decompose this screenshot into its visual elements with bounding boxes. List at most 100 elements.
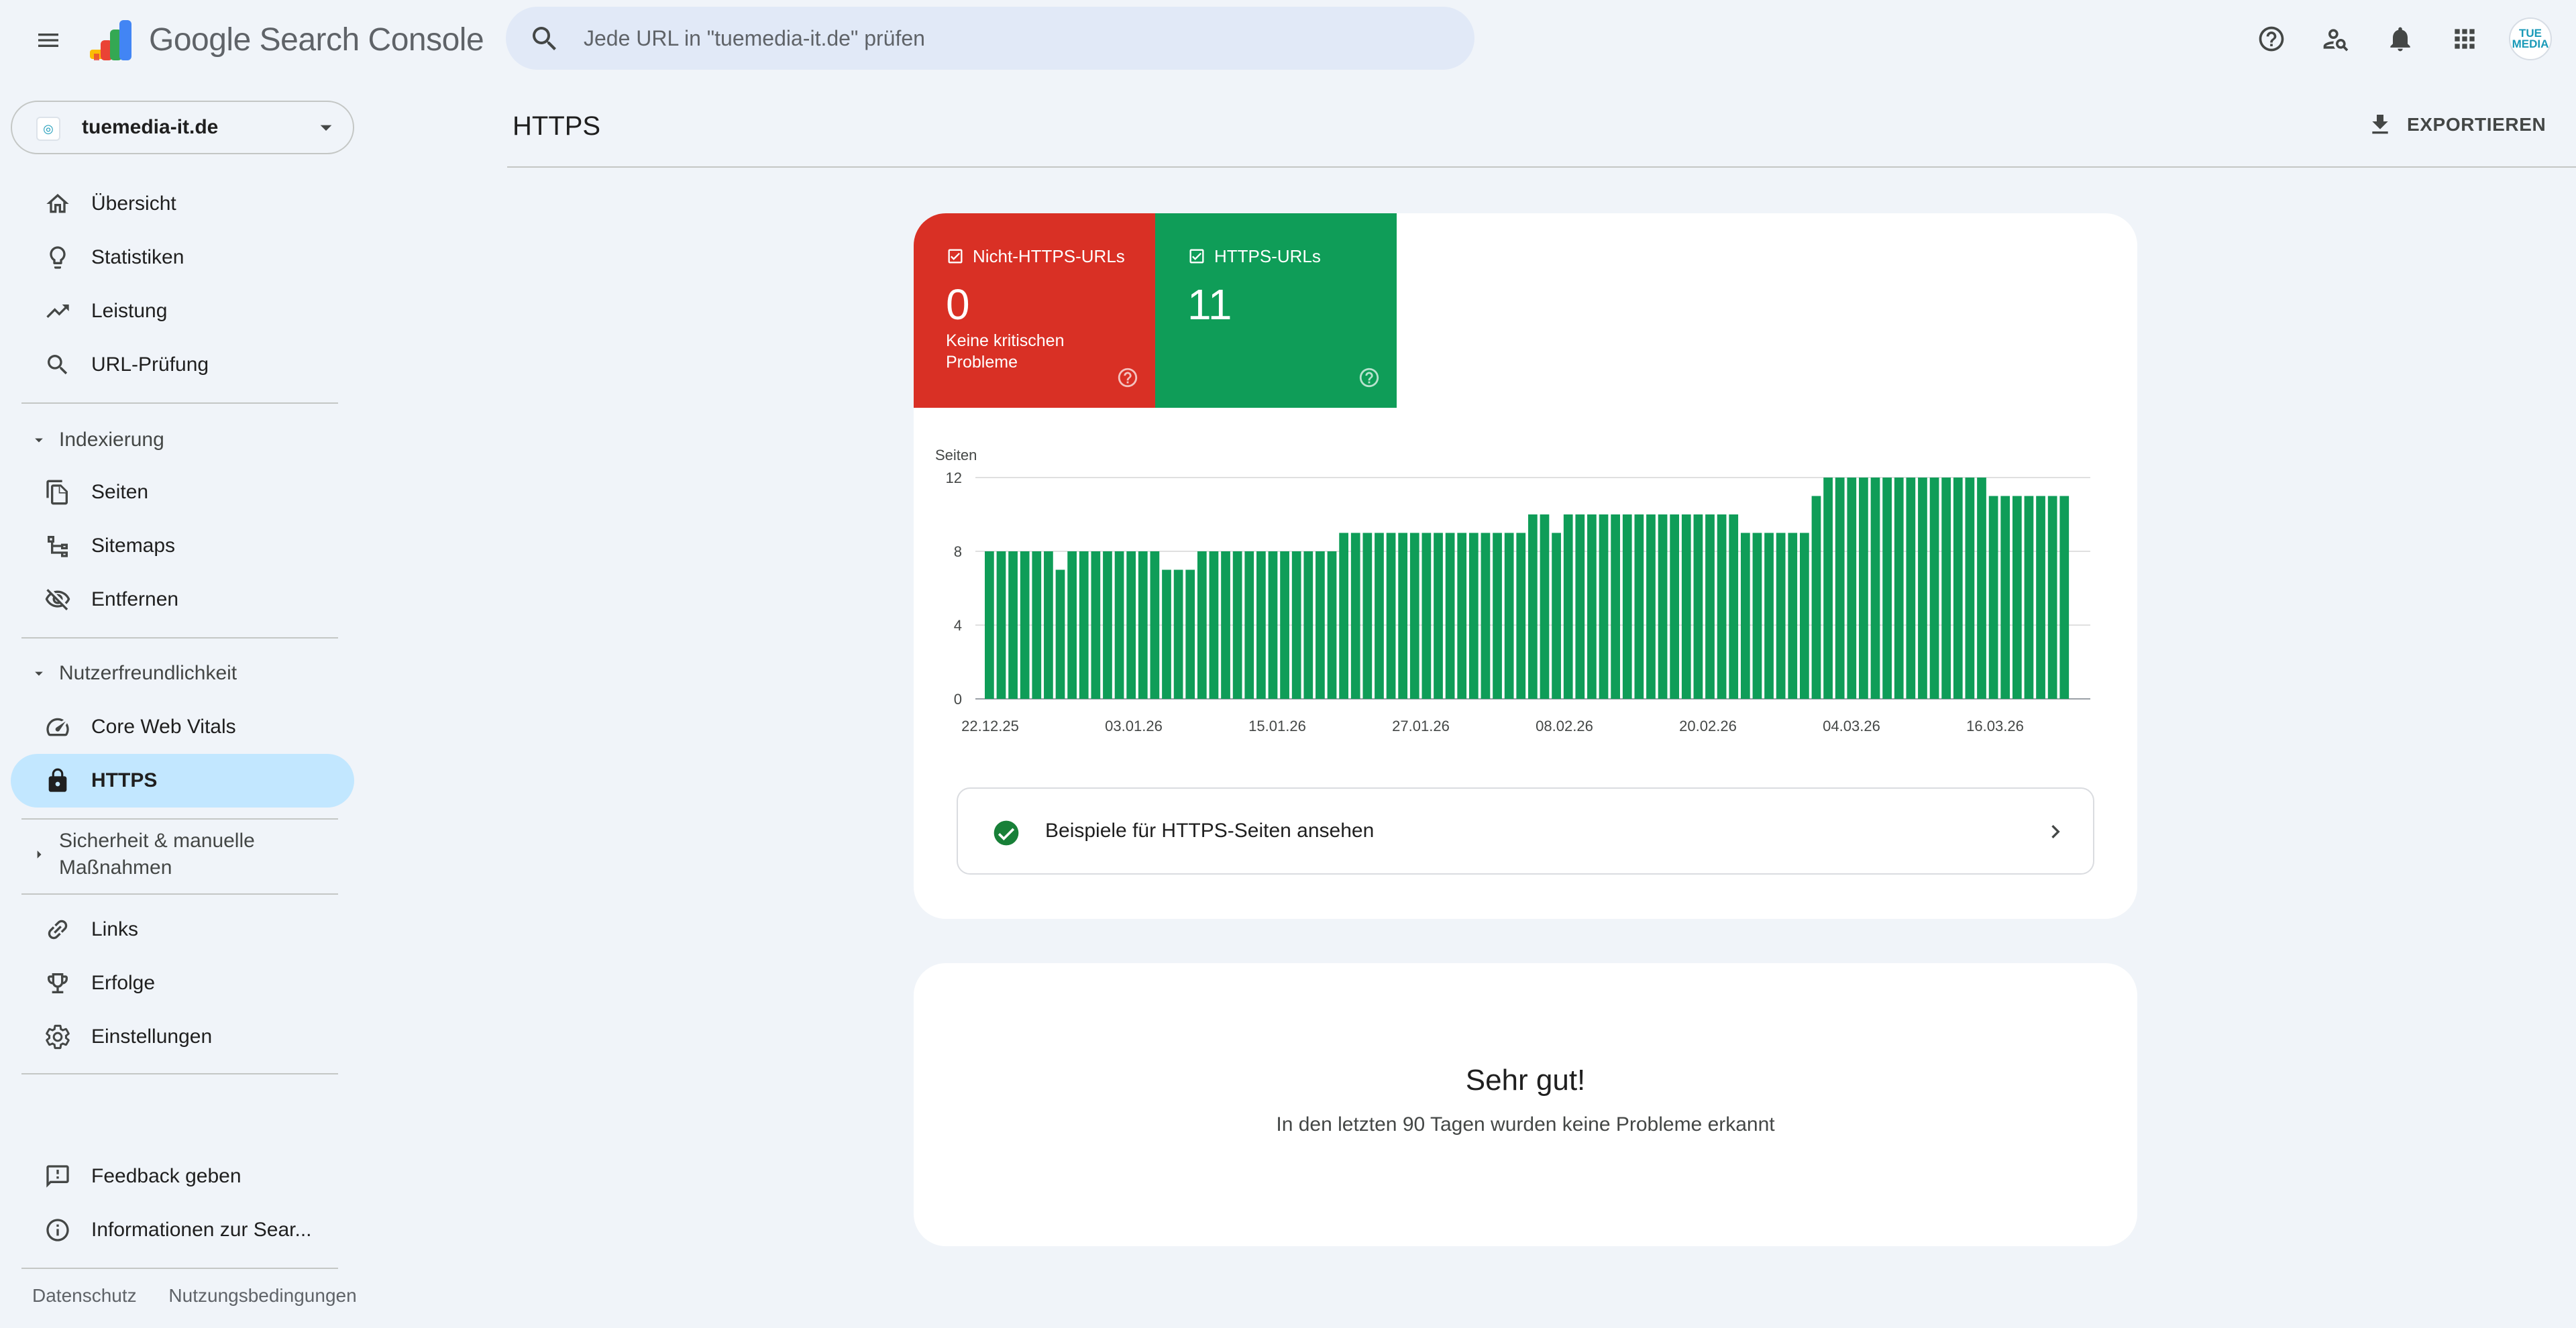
search-icon	[48, 355, 68, 375]
sidebar-item-pages[interactable]: Seiten	[11, 465, 354, 519]
sidebar-item-overview[interactable]: Übersicht	[11, 177, 354, 231]
chart-bar	[1611, 514, 1620, 699]
no-issues-card: Sehr gut! In den letzten 90 Tagen wurden…	[914, 963, 2137, 1246]
sidebar-item-settings[interactable]: Einstellungen	[11, 1010, 354, 1064]
sidebar-item-links[interactable]: Links	[11, 903, 354, 956]
section-security-toggle[interactable]: Sicherheit & manuelle Maßnahmen	[20, 828, 342, 881]
chart-bar	[1906, 478, 1916, 699]
sidebar-item-sitemaps[interactable]: Sitemaps	[11, 519, 354, 573]
chart-bar	[1091, 551, 1101, 699]
help-icon	[2259, 26, 2284, 52]
chart-bar	[1977, 478, 1986, 699]
section-usability-toggle[interactable]: Nutzerfreundlichkeit	[20, 660, 342, 687]
chart-bar	[2059, 496, 2070, 699]
notifications-button[interactable]	[2379, 17, 2422, 60]
chart-bar	[1859, 478, 1868, 699]
chart-bar	[1540, 514, 1550, 699]
apps-button[interactable]	[2443, 17, 2486, 60]
https-report-card: Nicht-HTTPS-URLs 0 Keine kritischen Prob…	[914, 213, 2137, 919]
help-button[interactable]	[2250, 17, 2293, 60]
chart-bar	[1162, 569, 1171, 699]
chart-bar	[1055, 569, 1065, 699]
chart-bar	[1552, 533, 1561, 699]
property-name: tuemedia-it.de	[82, 116, 219, 138]
privacy-link[interactable]: Datenschutz	[32, 1285, 137, 1306]
search-icon[interactable]	[529, 23, 561, 55]
download-icon	[2372, 115, 2388, 134]
chart-bar	[1114, 551, 1124, 699]
y-axis-label: Seiten	[935, 447, 977, 463]
url-inspection-search[interactable]	[506, 7, 1474, 70]
chart-bar	[1788, 533, 1798, 699]
chart-bar	[1103, 551, 1112, 699]
sidebar-item-removals[interactable]: Entfernen	[11, 573, 354, 626]
non-https-urls-tile[interactable]: Nicht-HTTPS-URLs 0 Keine kritischen Prob…	[914, 213, 1155, 408]
trophy-icon	[48, 973, 68, 993]
tile-value: 11	[1187, 280, 1232, 329]
menu-button[interactable]	[27, 19, 70, 62]
sidebar-item-url-inspection[interactable]: URL-Prüfung	[11, 338, 354, 392]
top-bar: Google Search Console TUE MEDIA	[0, 0, 2576, 78]
help-icon[interactable]	[1358, 366, 1381, 389]
section-label: Nutzerfreundlichkeit	[59, 662, 237, 684]
chart-bar	[1658, 514, 1668, 699]
chart-bar	[1386, 533, 1396, 699]
sidebar-item-label: Core Web Vitals	[91, 716, 236, 738]
sidebar-item-label: Statistiken	[91, 246, 184, 268]
search-input[interactable]	[584, 7, 1442, 70]
chart-bar	[1209, 551, 1219, 699]
property-selector[interactable]: ◎ tuemedia-it.de	[11, 101, 354, 154]
notifications-icon	[2390, 27, 2410, 52]
chart-bar	[1622, 514, 1632, 699]
chart-bar	[1953, 478, 1963, 699]
sidebar-item-label: HTTPS	[91, 769, 158, 791]
sidebar-item-label: Feedback geben	[91, 1165, 241, 1187]
section-indexing-toggle[interactable]: Indexierung	[20, 427, 342, 453]
app-title[interactable]: Google Search Console	[149, 22, 484, 58]
chart-bar	[1599, 514, 1609, 699]
sidebar-item-core-web-vitals[interactable]: Core Web Vitals	[11, 700, 354, 754]
x-tick-label: 08.02.26	[1536, 718, 1593, 734]
manage-users-button[interactable]	[2314, 17, 2357, 60]
sidebar-item-label: Übersicht	[91, 192, 176, 215]
tile-value: 0	[946, 280, 970, 329]
sidebar-item-label: Leistung	[91, 300, 168, 322]
chart-bar	[1752, 533, 1762, 699]
help-icon[interactable]	[1116, 366, 1139, 389]
export-button[interactable]: EXPORTIEREN	[2351, 101, 2562, 149]
chart-bar	[1445, 533, 1455, 699]
sidebar-item-https[interactable]: HTTPS	[11, 754, 354, 808]
chart-bar	[1020, 551, 1030, 699]
chart-bar	[1409, 533, 1419, 699]
chart-bar	[1221, 551, 1230, 699]
sidebar-item-performance[interactable]: Leistung	[11, 284, 354, 338]
manage-users-icon	[2323, 29, 2349, 52]
page-title: HTTPS	[513, 111, 601, 141]
chart-bar	[1670, 514, 1680, 699]
status-title: Sehr gut!	[1465, 1064, 1586, 1097]
chart-bar	[1398, 533, 1408, 699]
sidebar-item-statistics[interactable]: Statistiken	[11, 231, 354, 284]
chart-bar	[1079, 551, 1089, 699]
y-tick-label: 12	[946, 469, 962, 486]
link-icon	[48, 920, 68, 940]
menu-icon	[38, 34, 58, 47]
sidebar-item-achievements[interactable]: Erfolge	[11, 956, 354, 1010]
dropdown-caret-icon	[320, 125, 332, 131]
feedback-icon	[46, 1165, 69, 1188]
account-avatar[interactable]: TUE MEDIA	[2509, 17, 2552, 60]
https-examples-row[interactable]: Beispiele für HTTPS-Seiten ansehen	[957, 787, 2094, 875]
settings-icon	[46, 1024, 70, 1050]
chart-bar	[1434, 533, 1443, 699]
https-urls-tile[interactable]: HTTPS-URLs 11	[1155, 213, 1397, 408]
sidebar-item-feedback[interactable]: Feedback geben	[11, 1150, 354, 1203]
chart-bar	[1646, 514, 1656, 699]
search-console-logo[interactable]	[90, 20, 137, 62]
terms-link[interactable]: Nutzungsbedingungen	[168, 1285, 357, 1306]
chart-bar	[1847, 478, 1857, 699]
sidebar-item-label: Sitemaps	[91, 535, 176, 557]
sidebar-item-info[interactable]: Informationen zur Sear...	[11, 1203, 354, 1257]
https-chart: Seiten 0 4 8 12 22.12.25 03.01.26 15.01.26 27.01…	[914, 421, 2137, 919]
sidebar-item-label: Links	[91, 918, 139, 940]
sidebar-item-label: Informationen zur Sear...	[91, 1219, 312, 1241]
